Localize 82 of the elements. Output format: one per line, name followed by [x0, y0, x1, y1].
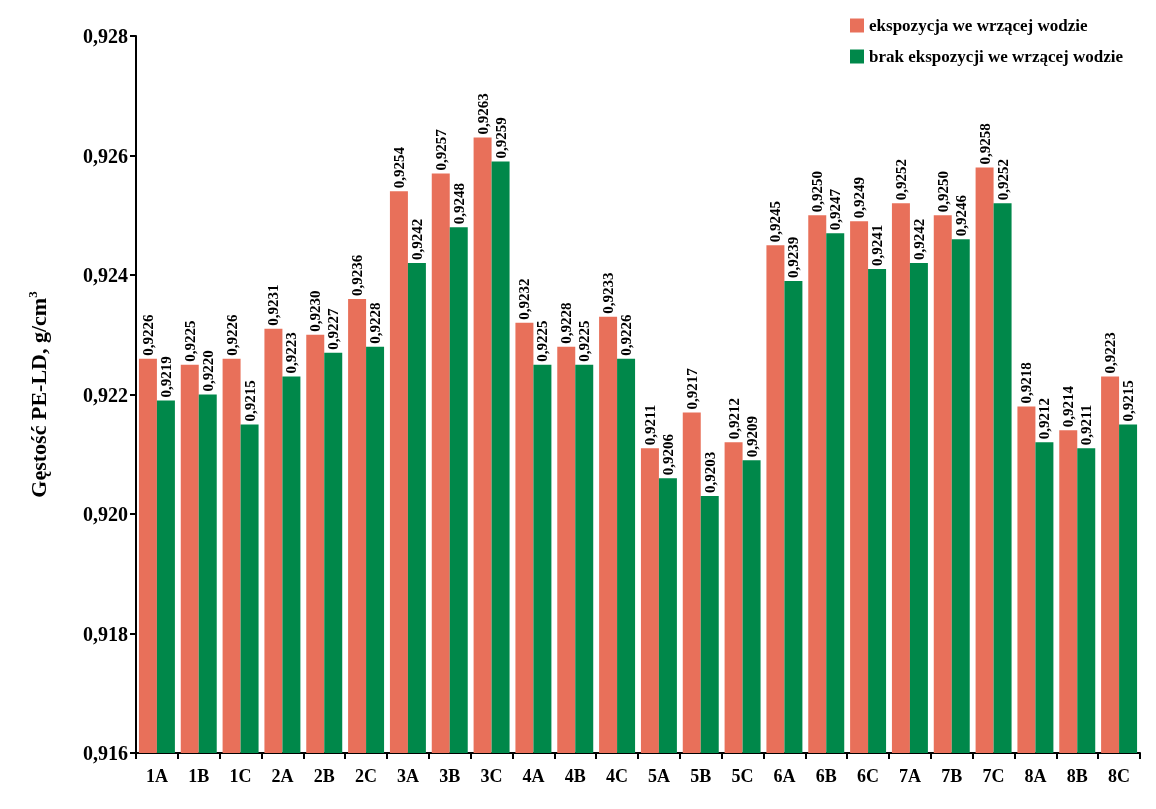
- data-label: 0,9252: [892, 159, 909, 201]
- data-label: 0,9218: [1018, 362, 1035, 404]
- data-label: 0,9226: [618, 313, 635, 356]
- data-label: 0,9228: [558, 302, 575, 344]
- y-tick-label: 0,918: [83, 622, 128, 645]
- x-tick-label: 3A: [396, 766, 419, 786]
- x-tick-label: 4B: [564, 766, 586, 786]
- data-label: 0,9257: [432, 128, 449, 171]
- data-label: 0,9212: [1036, 398, 1053, 440]
- x-tick-label: 4C: [606, 766, 629, 786]
- data-label: 0,9228: [367, 302, 384, 344]
- x-tick-label: 5B: [690, 766, 712, 786]
- y-tick-label: 0,926: [83, 144, 128, 167]
- x-tick-label: 2B: [313, 766, 335, 786]
- data-label: 0,9231: [265, 284, 282, 326]
- x-tick-label: 7A: [898, 766, 921, 786]
- data-label: 0,9226: [223, 313, 240, 356]
- x-tick-label: 2C: [355, 766, 378, 786]
- x-tick-label: 4A: [522, 766, 545, 786]
- data-label: 0,9242: [910, 218, 927, 261]
- x-tick-label: 6A: [773, 766, 796, 786]
- data-label: 0,9249: [851, 176, 868, 219]
- data-label: 0,9212: [725, 398, 742, 440]
- data-label: 0,9225: [181, 320, 198, 362]
- y-tick-label: 0,916: [83, 742, 128, 764]
- data-label: 0,9215: [1120, 380, 1137, 422]
- y-tick-label: 0,922: [83, 383, 128, 406]
- legend-label: brak ekspozycji we wrzącej wodzie: [869, 47, 1124, 66]
- x-tick-label: 1A: [145, 766, 168, 786]
- data-label: 0,9223: [283, 332, 300, 374]
- y-tick-label: 0,924: [83, 264, 128, 286]
- data-label: 0,9203: [701, 451, 718, 494]
- data-label: 0,9239: [785, 236, 802, 278]
- x-tick-label: 8B: [1066, 766, 1088, 786]
- data-label: 0,9254: [390, 146, 407, 189]
- data-label: 0,9209: [743, 415, 760, 458]
- x-tick-label: 2A: [271, 766, 294, 786]
- data-label: 0,9227: [325, 307, 342, 350]
- data-label: 0,9242: [408, 218, 425, 261]
- data-label: 0,9250: [809, 171, 826, 213]
- data-label: 0,9247: [827, 188, 844, 231]
- data-label: 0,9211: [641, 404, 658, 446]
- x-tick-label: 8C: [1108, 766, 1131, 786]
- data-label: 0,9232: [516, 278, 533, 320]
- data-label: 0,9223: [1102, 332, 1119, 374]
- data-label: 0,9259: [492, 117, 509, 159]
- data-label: 0,9225: [576, 320, 593, 362]
- data-label: 0,9248: [450, 182, 467, 225]
- x-tick-label: 1B: [188, 766, 210, 786]
- data-label: 0,9214: [1060, 385, 1077, 428]
- x-tick-label: 8A: [1024, 766, 1047, 786]
- data-label: 0,9225: [534, 320, 551, 362]
- data-label: 0,9230: [307, 290, 324, 332]
- data-label: 0,9206: [659, 433, 676, 476]
- data-label: 0,9252: [994, 159, 1011, 201]
- data-label: 0,9250: [934, 171, 951, 213]
- data-label: 0,9220: [199, 350, 216, 392]
- x-tick-label: 6C: [857, 766, 880, 786]
- legend-label: ekspozycja we wrzącej wodzie: [869, 16, 1089, 35]
- x-tick-label: 6B: [815, 766, 837, 786]
- x-tick-label: 1C: [229, 766, 252, 786]
- y-axis-title: Gęstość PE-LD, g/cm3: [25, 290, 51, 498]
- x-tick-label: 5C: [731, 766, 754, 786]
- data-label: 0,9226: [139, 313, 156, 356]
- data-label: 0,9245: [767, 200, 784, 243]
- data-label: 0,9217: [683, 367, 700, 410]
- data-label: 0,9211: [1078, 404, 1095, 446]
- data-label: 0,9233: [600, 272, 617, 314]
- x-tick-label: 3C: [480, 766, 503, 786]
- data-label: 0,9263: [474, 93, 491, 135]
- data-label: 0,9215: [241, 380, 258, 422]
- y-tick-label: 0,920: [83, 503, 128, 525]
- data-label: 0,9236: [349, 254, 366, 296]
- data-label: 0,9246: [952, 194, 969, 237]
- data-label: 0,9241: [869, 224, 886, 267]
- y-tick-label: 0,928: [83, 25, 128, 47]
- data-label: 0,9258: [976, 123, 993, 165]
- x-tick-label: 3B: [439, 766, 461, 786]
- x-tick-label: 7B: [941, 766, 963, 786]
- x-tick-label: 7C: [982, 766, 1005, 786]
- x-tick-label: 5A: [647, 766, 670, 786]
- data-label: 0,9219: [157, 356, 174, 398]
